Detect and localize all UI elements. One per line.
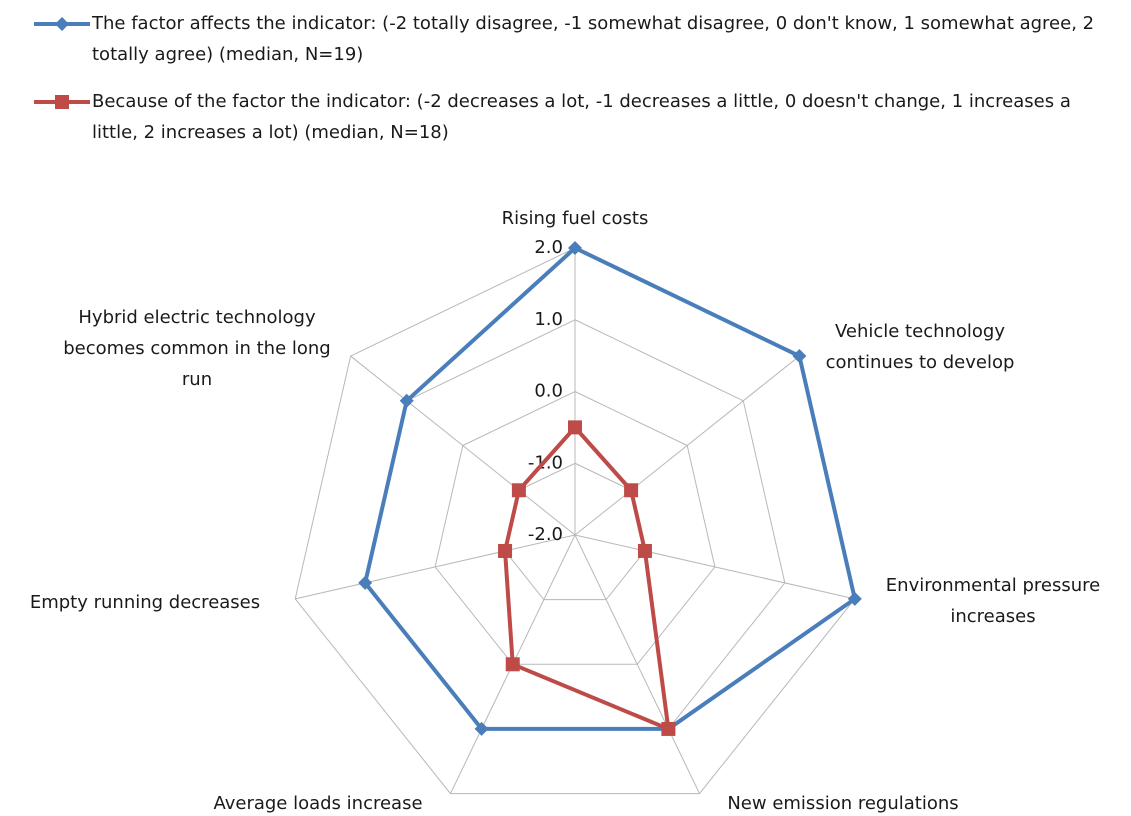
marker [511, 483, 526, 498]
marker [624, 483, 639, 498]
y-tick-label: 2.0 [534, 237, 563, 258]
marker [505, 657, 520, 672]
category-label: Average loads increase [213, 793, 423, 814]
spoke [574, 534, 700, 794]
grid-ring [434, 390, 716, 665]
marker [792, 349, 807, 364]
series-line [363, 246, 857, 731]
marker [847, 591, 862, 606]
marker [661, 721, 676, 736]
marker [474, 721, 489, 736]
legend-swatch [34, 17, 90, 31]
marker [55, 95, 69, 109]
y-tick-label: 0.0 [534, 381, 563, 402]
category-label: New emission regulations [727, 793, 959, 814]
marker [358, 575, 373, 590]
series-line [503, 425, 671, 731]
category-label: Rising fuel costs [501, 208, 649, 229]
category-label: Empty running decreases [29, 592, 261, 613]
legend-item: Because of the factor the indicator: (-2… [32, 86, 1122, 148]
category-label: Vehicle technology continues to develop [825, 321, 1015, 373]
category-label: Environmental pressure increases [885, 575, 1101, 627]
spoke [295, 534, 576, 600]
marker [637, 543, 652, 558]
y-tick-label: -2.0 [528, 524, 563, 545]
marker [399, 393, 414, 408]
legend-swatch [34, 95, 90, 109]
marker [498, 543, 513, 558]
marker [568, 420, 582, 435]
legend-label: Because of the factor the indicator: (-2… [92, 91, 1071, 143]
spoke [574, 534, 855, 600]
spoke [574, 355, 800, 536]
marker [568, 241, 582, 255]
marker [55, 17, 69, 31]
y-tick-label: 1.0 [534, 309, 563, 330]
category-label: Hybrid electric technology becomes commo… [63, 307, 331, 390]
legend-item: The factor affects the indicator: (-2 to… [32, 8, 1122, 70]
legend-label: The factor affects the indicator: (-2 to… [92, 13, 1095, 65]
spoke [350, 355, 576, 536]
